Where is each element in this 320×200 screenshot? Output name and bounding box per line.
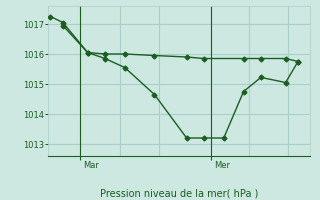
Text: Pression niveau de la mer( hPa ): Pression niveau de la mer( hPa ) <box>100 189 258 199</box>
Text: Mar: Mar <box>83 161 99 170</box>
Text: Mer: Mer <box>214 161 230 170</box>
